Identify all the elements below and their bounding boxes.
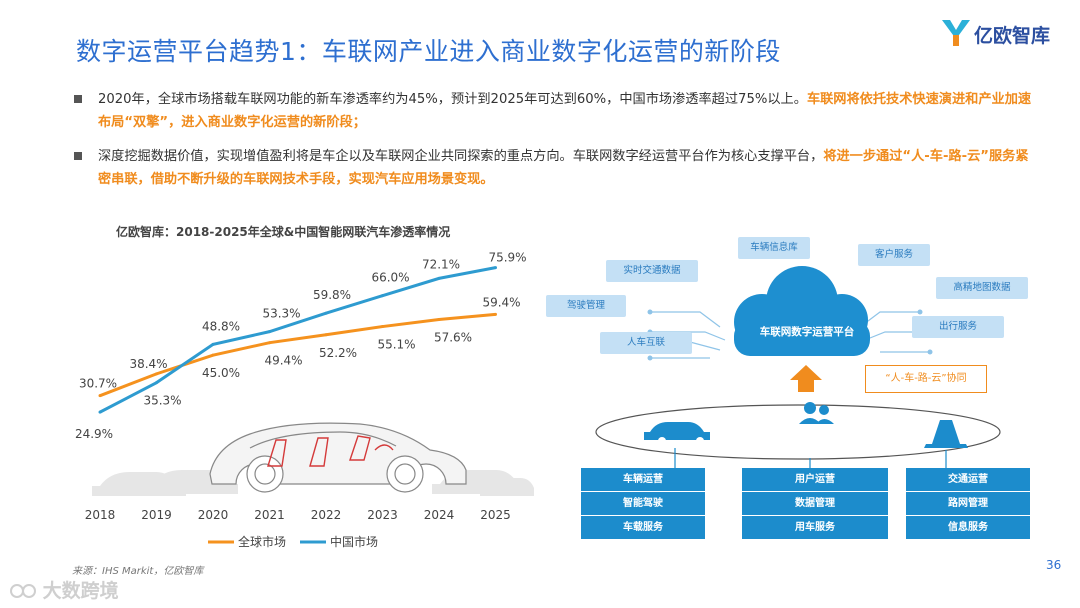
watermark: 大数跨境 xyxy=(10,576,119,603)
box-smart-driving: 智能驾驶 xyxy=(581,492,705,515)
data-point xyxy=(211,342,215,346)
data-label: 35.3% xyxy=(143,394,181,408)
bullet-1-text: 2020年，全球市场搭载车联网功能的新车渗透率约为45%，预计到2025年可达到… xyxy=(98,92,807,107)
yiou-logo-icon xyxy=(942,20,970,46)
car-outline-icon xyxy=(209,422,467,493)
data-label: 59.8% xyxy=(313,288,351,302)
up-arrow-icon xyxy=(790,365,822,392)
data-label: 52.2% xyxy=(319,346,357,360)
box-vehicle-operation: 车辆运营 xyxy=(581,468,705,491)
legend-label: 中国市场 xyxy=(330,534,378,549)
box-road-management: 路网管理 xyxy=(906,492,1030,515)
data-point xyxy=(381,325,384,329)
data-point xyxy=(155,381,158,385)
x-tick-label: 2024 xyxy=(424,508,455,522)
chip-vehicle-info: 车辆信息库 xyxy=(738,237,810,259)
cloud-icon xyxy=(734,266,870,356)
bullet-1-highlight: 车联网将依托技术快速演进和产业加速布局“双擎”，进入商业数字化运营的新阶段； xyxy=(98,92,1032,130)
chip-mobility-service: 出行服务 xyxy=(912,316,1004,338)
road-icon xyxy=(924,420,968,448)
traffic-background-icon xyxy=(92,470,534,496)
page-number: 36 xyxy=(1046,558,1062,572)
data-label: 30.7% xyxy=(79,377,117,391)
box-traffic-operation: 交通运营 xyxy=(906,468,1030,491)
data-point xyxy=(98,394,102,398)
chart-title: 亿欧智库：2018-2025年全球&中国智能网联汽车渗透率情况 xyxy=(116,225,451,239)
logo: 亿欧智库 xyxy=(940,16,1060,50)
legend-label: 全球市场 xyxy=(238,534,286,549)
data-label: 57.6% xyxy=(434,330,472,344)
series-line-1 xyxy=(99,266,496,414)
box-data-management: 数据管理 xyxy=(742,492,888,515)
x-tick-label: 2018 xyxy=(85,508,116,522)
data-label: 49.4% xyxy=(264,354,302,368)
bullet-1: 2020年，全球市场搭载车联网功能的新车渗透率约为45%，预计到2025年可达到… xyxy=(74,88,1034,134)
platform-diagram: 车联网数字运营平台 车辆信息库 客户服务 实时交通数据 高精地图数据 驾驶管理 … xyxy=(540,232,1040,562)
bullet-2: 深度挖掘数据价值，实现增值盈利将是车企以及车联网企业共同探索的重点方向。车联网数… xyxy=(74,145,1034,191)
chip-human-vehicle: 人车互联 xyxy=(600,332,692,354)
data-label: 55.1% xyxy=(377,338,415,352)
data-point xyxy=(494,312,497,316)
data-label: 66.0% xyxy=(371,271,409,285)
data-label: 45.0% xyxy=(202,366,240,380)
box-in-car-service: 车载服务 xyxy=(581,516,705,539)
box-car-usage-service: 用车服务 xyxy=(742,516,888,539)
data-point xyxy=(381,294,384,298)
series-line-0 xyxy=(99,312,496,398)
page-title: 数字运营平台趋势1：车联网产业进入商业数字化运营的新阶段 xyxy=(76,37,781,66)
data-point xyxy=(268,330,271,334)
data-point xyxy=(324,311,328,315)
data-point xyxy=(437,317,441,321)
x-tick-label: 2021 xyxy=(254,508,285,522)
data-label: 38.4% xyxy=(129,357,167,371)
x-tick-label: 2023 xyxy=(367,508,398,522)
x-tick-label: 2020 xyxy=(198,508,229,522)
box-user-operation: 用户运营 xyxy=(742,468,888,491)
logo-text: 亿欧智库 xyxy=(974,25,1051,47)
data-label: 72.1% xyxy=(422,257,460,271)
connection-ring xyxy=(595,404,1001,460)
data-point xyxy=(437,276,441,280)
data-label: 59.4% xyxy=(482,295,520,309)
x-tick-label: 2025 xyxy=(480,508,511,522)
chip-hd-map: 高精地图数据 xyxy=(936,277,1028,299)
watermark-logo-icon xyxy=(10,584,36,598)
x-tick-label: 2019 xyxy=(141,508,172,522)
bullet-2-highlight: 将进一步通过“人-车-路-云”服务紧密串联，借助不断升级的车联网技术手段，实现汽… xyxy=(98,149,1029,187)
bullet-square-icon xyxy=(74,152,82,160)
users-icon xyxy=(799,402,834,424)
data-point xyxy=(211,353,215,357)
data-label: 24.9% xyxy=(75,427,113,441)
penetration-line-chart: 30.7% 38.4% 45.0% 49.4% 52.2% 55.1% 57.6% 59.4%… xyxy=(75,251,534,549)
bullet-square-icon xyxy=(74,95,82,103)
cloud-label: 车联网数字运营平台 xyxy=(759,326,855,338)
bullet-2-text: 深度挖掘数据价值，实现增值盈利将是车企以及车联网企业共同探索的重点方向。车联网数… xyxy=(98,149,824,164)
car-icon xyxy=(644,422,710,445)
data-point xyxy=(155,372,158,376)
data-label: 75.9% xyxy=(488,251,526,265)
data-point xyxy=(324,333,328,337)
source-note: 来源：IHS Markit，亿欧智库 xyxy=(72,566,204,577)
data-label: 53.3% xyxy=(262,307,300,321)
chip-realtime-traffic: 实时交通数据 xyxy=(606,260,698,282)
chip-driving-management: 驾驶管理 xyxy=(546,295,626,317)
coop-label: “人-车-路-云”协同 xyxy=(865,365,987,393)
data-label: 48.8% xyxy=(202,319,240,333)
x-tick-label: 2022 xyxy=(311,508,342,522)
watermark-text: 大数跨境 xyxy=(42,580,119,602)
data-point xyxy=(98,410,102,414)
chip-customer-service: 客户服务 xyxy=(858,244,930,266)
data-point xyxy=(268,341,271,345)
box-info-service: 信息服务 xyxy=(906,516,1030,539)
data-point xyxy=(494,266,497,270)
